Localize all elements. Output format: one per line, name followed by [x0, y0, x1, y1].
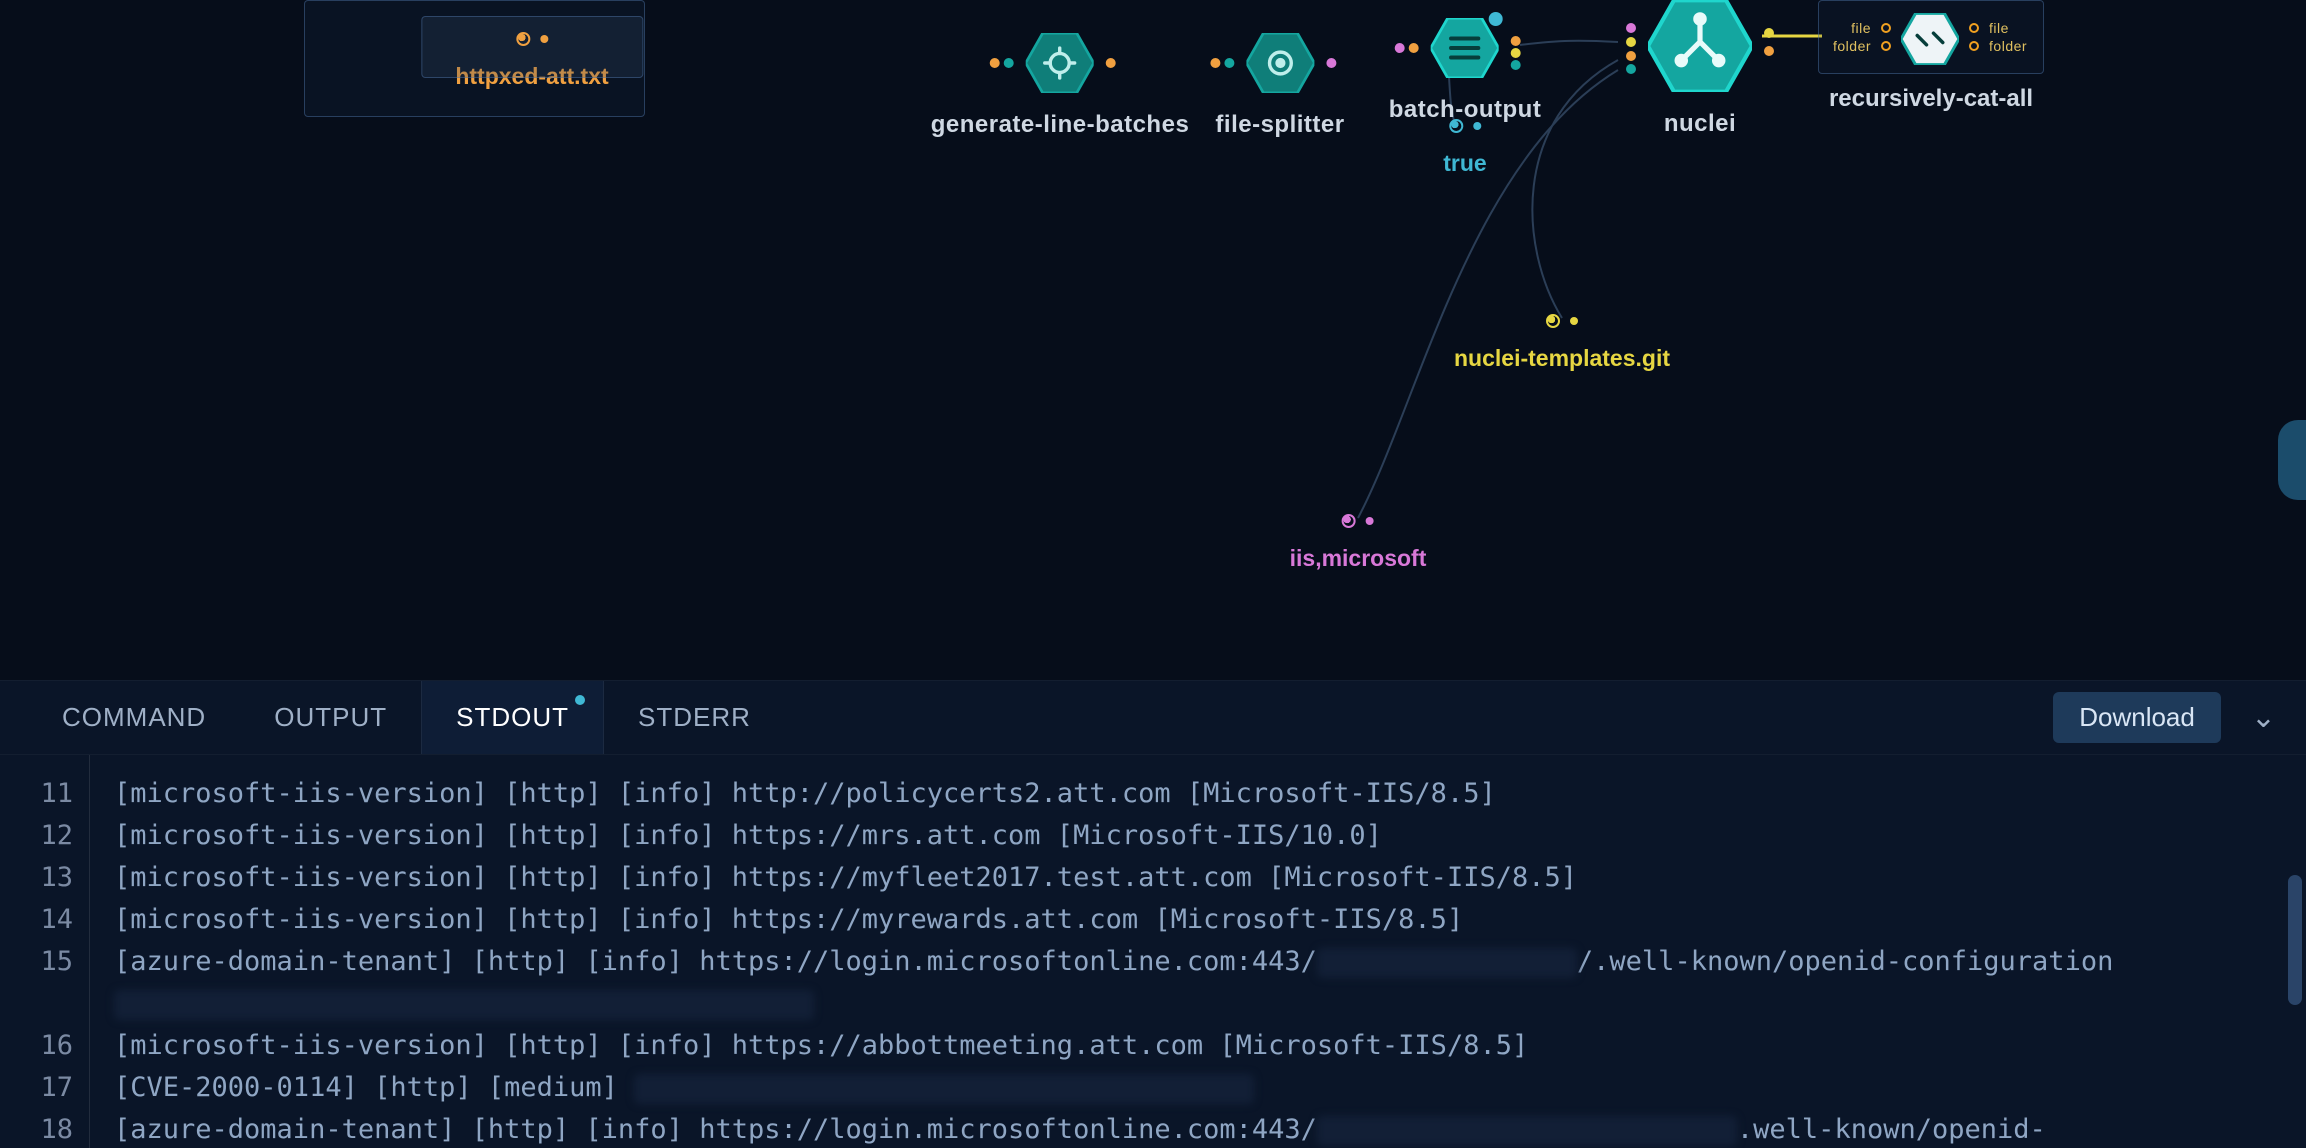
- line-number: 17: [0, 1067, 89, 1109]
- download-button[interactable]: Download: [2053, 692, 2221, 743]
- line-number: 18: [0, 1109, 89, 1148]
- scrollbar-thumb[interactable]: [2288, 875, 2302, 1005]
- input-port-2: [1004, 58, 1014, 68]
- right-drawer-handle[interactable]: [2278, 420, 2306, 500]
- tab-command[interactable]: COMMAND: [28, 681, 240, 754]
- node-nuclei-templates[interactable]: nuclei-templates.git: [1454, 312, 1670, 372]
- line-gutter: 1112131415 161718: [0, 755, 90, 1148]
- redacted-span: [1317, 1116, 1737, 1146]
- node-iis-microsoft[interactable]: iis,microsoft: [1290, 512, 1427, 572]
- node-nuclei[interactable]: nuclei: [1648, 0, 1752, 138]
- node-recursively-cat-all[interactable]: file folder file folder recursively-cat-…: [1818, 0, 2044, 74]
- output-port-b: [1764, 46, 1774, 56]
- git-icon: [1546, 314, 1560, 328]
- node-label: recursively-cat-all: [1829, 85, 2033, 113]
- redacted-span: [114, 990, 814, 1020]
- input-port: [990, 58, 1000, 68]
- activity-indicator-icon: [575, 695, 585, 705]
- collapse-panel-icon[interactable]: ⌄: [2241, 700, 2286, 735]
- right-port-labels: file folder: [1989, 13, 2027, 55]
- line-number: 15: [0, 941, 89, 983]
- input-port-a: [1626, 23, 1636, 33]
- input-port-a: [1395, 43, 1405, 53]
- right-ports: [1969, 13, 1979, 51]
- node-label: nuclei-templates.git: [1454, 345, 1670, 372]
- line-number: 14: [0, 899, 89, 941]
- terminal-line: [azure-domain-tenant] [http] [info] http…: [114, 941, 2282, 1025]
- line-number: 13: [0, 857, 89, 899]
- node-file-splitter[interactable]: file-splitter: [1215, 33, 1344, 139]
- output-port-b: [1511, 48, 1521, 58]
- terminal-line: [CVE-2000-0114] [http] [medium]: [114, 1067, 2282, 1109]
- output-port: [540, 35, 548, 43]
- terminal-line: [azure-domain-tenant] [http] [info] http…: [114, 1109, 2282, 1148]
- tab-output[interactable]: OUTPUT: [240, 681, 421, 754]
- node-generate-line-batches[interactable]: generate-line-batches: [931, 33, 1190, 139]
- node-hex: [1901, 13, 1959, 65]
- node-batch-output[interactable]: batch-output: [1389, 18, 1542, 124]
- output-port-c: [1511, 60, 1521, 70]
- node-label: generate-line-batches: [931, 111, 1190, 139]
- terminal-output: [microsoft-iis-version] [http] [info] ht…: [90, 755, 2306, 1148]
- output-port: [1570, 317, 1578, 325]
- terminal-line: [microsoft-iis-version] [http] [info] ht…: [114, 815, 2282, 857]
- output-port: [1473, 122, 1481, 130]
- terminal-line: [microsoft-iis-version] [http] [info] ht…: [114, 1025, 2282, 1067]
- output-panel: COMMANDOUTPUTSTDOUTSTDERR Download ⌄ 111…: [0, 680, 2306, 1148]
- node-label: true: [1443, 150, 1486, 177]
- input-port-b: [1626, 37, 1636, 47]
- file-icon: [516, 32, 530, 46]
- output-port-a: [1511, 36, 1521, 46]
- badge: [1489, 12, 1503, 26]
- output-port: [1106, 58, 1116, 68]
- panel-tabbar: COMMANDOUTPUTSTDOUTSTDERR Download ⌄: [0, 681, 2306, 755]
- output-port: [1366, 517, 1374, 525]
- terminal-line: [microsoft-iis-version] [http] [info] ht…: [114, 773, 2282, 815]
- line-number: 11: [0, 773, 89, 815]
- tab-stdout[interactable]: STDOUT: [421, 681, 604, 754]
- node-true[interactable]: true: [1443, 117, 1486, 177]
- node-label: file-splitter: [1215, 111, 1344, 139]
- left-ports: [1881, 13, 1891, 51]
- left-port-labels: file folder: [1833, 13, 1871, 55]
- workflow-canvas[interactable]: httpxed-att.txt generate-line-batches: [0, 0, 2306, 680]
- output-port-a: [1764, 28, 1774, 38]
- input-port-b: [1409, 43, 1419, 53]
- node-label: iis,microsoft: [1290, 545, 1427, 572]
- line-number: 16: [0, 1025, 89, 1067]
- line-number: 12: [0, 815, 89, 857]
- node-label: nuclei: [1648, 110, 1752, 138]
- input-port: [1210, 58, 1220, 68]
- node-httpxed-att[interactable]: httpxed-att.txt: [455, 30, 608, 90]
- input-port-d: [1626, 64, 1636, 74]
- output-port: [1326, 58, 1336, 68]
- terminal-line: [microsoft-iis-version] [http] [info] ht…: [114, 899, 2282, 941]
- input-port-c: [1626, 51, 1636, 61]
- bool-icon: [1449, 119, 1463, 133]
- input-port-2: [1224, 58, 1234, 68]
- tab-stderr[interactable]: STDERR: [604, 681, 785, 754]
- redacted-span: [634, 1074, 1254, 1104]
- terminal-line: [microsoft-iis-version] [http] [info] ht…: [114, 857, 2282, 899]
- terminal-area[interactable]: 1112131415 161718 [microsoft-iis-version…: [0, 755, 2306, 1148]
- redacted-span: [1317, 948, 1577, 978]
- tag-icon: [1342, 514, 1356, 528]
